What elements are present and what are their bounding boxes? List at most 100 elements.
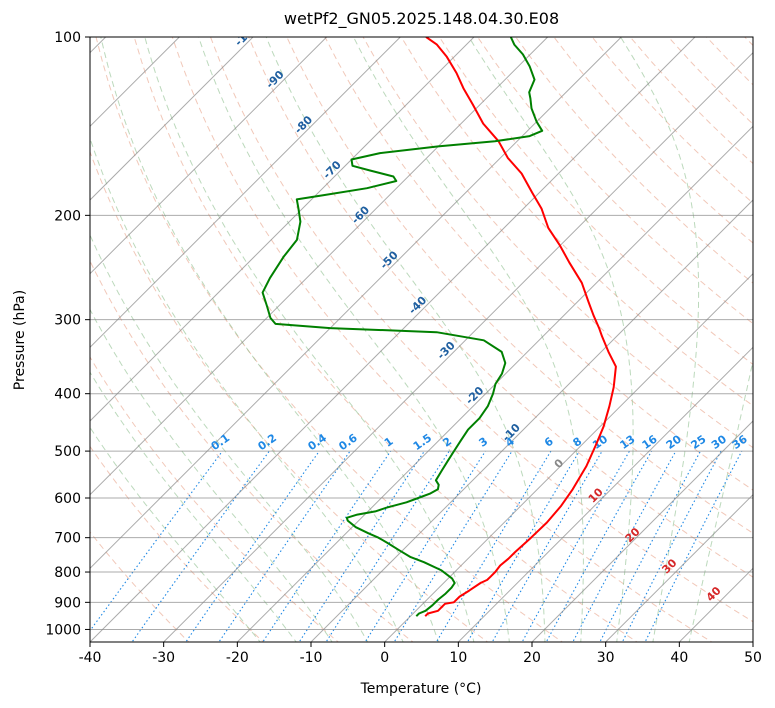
y-tick-label: 1000 [45,622,81,638]
isotherm [90,37,328,275]
moist-adiabat [90,426,261,642]
mixing-ratio-label: 0.4 [306,431,330,453]
mixing-ratio-line [185,450,320,642]
mixing-ratio-label: 2 [440,435,454,450]
temperature-profile [424,37,617,617]
dry-adiabat [90,150,489,642]
dry-adiabat [362,37,753,449]
dewpoint-profile [261,37,544,617]
isotherm [90,37,549,496]
isotherm [90,37,696,642]
axes: -40 -30 -20 -10 0 10 20 30 40 5010020030040050060… [45,30,762,666]
isotherm [457,346,753,642]
wet-bulb-label: 10 [586,485,606,505]
moist-adiabat [90,308,333,642]
x-tick-label: -10 [300,650,323,666]
dry-adiabat [286,37,753,534]
x-tick-label: 50 [744,650,762,666]
background-lines [90,37,753,642]
isotherm-label: -20 [463,384,486,407]
isotherm-label: -60 [349,203,372,226]
mixing-ratio-label: 25 [689,432,709,451]
y-tick-label: 700 [54,531,81,547]
isotherm-label: -40 [406,294,429,317]
mixing-ratio-line [262,450,392,642]
isotherm [90,37,475,422]
mixing-ratio-line [325,450,450,642]
y-tick-label: 900 [54,595,81,611]
isotherm [236,125,753,642]
mixing-ratio-line [131,450,270,642]
x-tick-label: 10 [449,650,467,666]
isotherm [310,199,753,642]
moist-adiabat [620,37,700,642]
mixing-ratio-line [90,450,223,632]
y-tick-label: 400 [54,387,81,403]
isotherm [752,641,753,642]
moist-adiabat [353,37,584,642]
isotherm [384,272,753,642]
mixing-ratio-line [435,450,552,642]
moist-adiabat [468,37,634,642]
mixing-ratio-label: 1 [382,435,396,450]
moist-adiabat [90,233,369,642]
dry-adiabat [171,37,713,642]
dry-adiabat [477,37,753,325]
isotherm-label: -50 [378,248,401,271]
moist-adiabat [90,136,404,642]
x-tick-label: -20 [226,650,249,666]
dry-adiabat [515,37,753,284]
mixing-ratio-line [466,450,580,642]
mixing-ratio-line [621,450,722,642]
y-tick-label: 300 [54,313,81,329]
y-tick-label: 500 [54,444,81,460]
y-tick-label: 600 [54,491,81,507]
isotherm-label: -100 [232,20,261,49]
moist-adiabat [100,37,440,642]
mixing-ratio-label: 16 [640,432,660,452]
mixing-ratio-line [599,450,701,642]
x-tick-label: -30 [152,650,175,666]
isotherm-label: -90 [263,68,286,91]
wet-bulb-label: 30 [659,556,679,576]
mixing-ratio-line [218,450,351,642]
wet-bulb-label: 20 [623,525,643,545]
chart-title: wetPf2_GN05.2025.148.04.30.E08 [283,9,560,28]
x-axis-label: Temperature (°C) [360,681,482,697]
moist-adiabat [688,358,753,642]
y-tick-label: 200 [54,208,81,224]
isotherm [605,493,753,642]
mixing-ratio-line [572,450,677,642]
isotherm [90,37,401,349]
mixing-ratio-label: 1.5 [411,431,434,453]
dry-adiabat [744,37,753,47]
mixing-ratio-label: 0.2 [256,431,279,453]
x-tick-label: 30 [597,650,615,666]
dry-adiabat [400,37,753,407]
dry-adiabat [591,37,753,204]
x-tick-label: -40 [79,650,102,666]
plot-frame [89,36,754,643]
dry-adiabat [438,37,753,366]
moist-adiabat [198,37,510,642]
y-tick-label: 100 [54,30,81,46]
isotherm-label: -30 [435,339,458,362]
mixing-ratio-label: 20 [664,432,684,452]
mixing-ratio-line [644,450,743,642]
x-tick-label: 20 [523,650,541,666]
dry-adiabat [90,531,190,642]
mixing-ratio-label: 3 [477,435,491,450]
y-tick-label: 800 [54,565,81,581]
profile-lines [261,37,617,617]
isotherm [163,51,753,642]
dry-adiabat [133,37,638,642]
dry-adiabat [248,37,753,578]
mixing-ratio-label: 30 [709,432,729,452]
dry-adiabat [324,37,753,491]
x-tick-label: 40 [670,650,688,666]
dry-adiabat [90,259,414,642]
dry-adiabat [90,445,265,642]
mixing-ratio-label: 6 [542,435,556,450]
x-tick-label: 0 [380,650,389,666]
